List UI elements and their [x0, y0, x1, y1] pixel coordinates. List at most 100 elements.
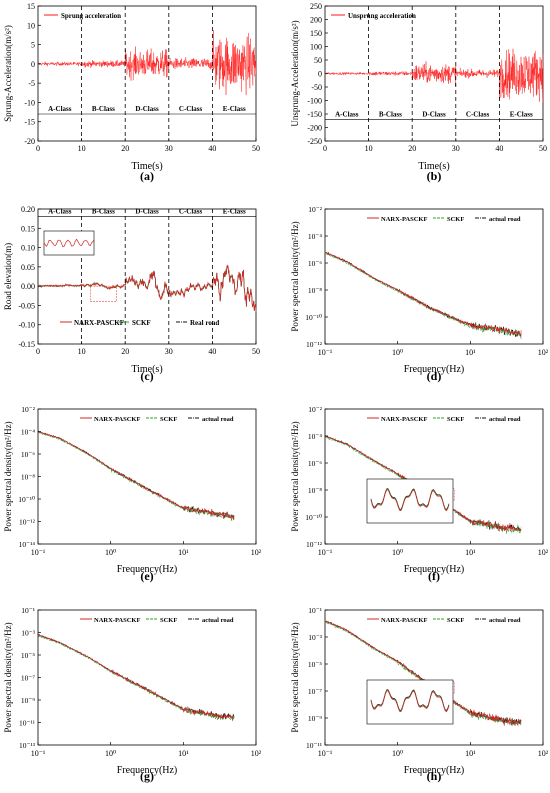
x-tick-label: 10² [538, 548, 549, 557]
y-tick-label: 10⁻⁹ [21, 696, 35, 705]
y-tick-label: 0.15 [21, 224, 35, 233]
plot-frame [37, 408, 257, 545]
legend-label-actual-road: actual road [489, 617, 521, 624]
class-label: C-Class [179, 208, 203, 216]
x-tick-label: 40 [208, 347, 216, 356]
y-tick-label: -250 [307, 137, 322, 146]
y-tick-label: -100 [307, 97, 322, 106]
y-tick-label: 10⁻² [21, 405, 35, 414]
y-tick-label: 10⁻⁷ [21, 674, 35, 683]
x-tick-label: 30 [165, 347, 173, 356]
y-tick-label: -0.10 [18, 321, 35, 330]
legend-label-narx-pasckf: NARX-PASCKF [94, 617, 140, 624]
legend-label-actual-road: actual road [489, 416, 521, 423]
legend-label-sckf: SCKF [160, 416, 177, 423]
y-tick-label: 10⁻³ [21, 629, 35, 638]
acceleration-series-line [37, 30, 257, 96]
class-label: A-Class [48, 208, 72, 216]
legend-label-sckf: SCKF [160, 617, 177, 624]
y-tick-label: 10 [27, 21, 35, 30]
class-label: A-Class [335, 110, 359, 118]
x-tick-label: 10¹ [465, 548, 476, 557]
x-tick-label: 10⁻¹ [318, 749, 333, 758]
panel-tag: (e) [140, 569, 153, 583]
class-label: E-Class [223, 105, 246, 113]
y-axis-label: Unsprung-Acceleration(m/s²) [290, 20, 300, 126]
x-tick-label: 10⁰ [392, 548, 403, 557]
y-tick-label: 5 [31, 41, 35, 50]
panel-tag: (g) [140, 769, 154, 783]
zoom-box [90, 285, 117, 302]
actual-road-line [37, 431, 235, 520]
y-tick-label: 10⁻¹³ [19, 741, 36, 750]
x-tick-label: 10⁻¹ [318, 348, 333, 357]
sckf-line [37, 432, 235, 522]
x-tick-label: 10¹ [178, 548, 189, 557]
y-tick-label: 10⁻⁴ [308, 232, 322, 241]
inset-line [43, 238, 95, 248]
chart-panel-b: Time(s) Unsprung-Acceleration(m/s²) (b) A-C… [290, 2, 547, 183]
y-tick-label: 10⁻¹² [306, 340, 323, 349]
x-axis-label: Frequency(Hz) [117, 564, 178, 575]
inset-frame [366, 478, 454, 524]
y-tick-label: -15 [24, 118, 35, 127]
y-tick-label: 10⁻⁴ [308, 432, 322, 441]
narx-pasckf-line [37, 430, 235, 521]
y-tick-label: 10⁻² [308, 405, 322, 414]
legend-label-sckf: SCKF [447, 216, 464, 223]
x-tick-label: 10⁻¹ [31, 749, 46, 758]
chart-panel-a: Time(s) Sprung-Acceleration(m/s²) (a) A-Cla… [3, 2, 260, 183]
legend-label-narx-pasckf: NARX-PASCKF [74, 319, 124, 327]
y-tick-label: 10⁻¹⁰ [305, 313, 322, 322]
class-label: B-Class [92, 208, 115, 216]
y-axis-label: Road elevation(m) [3, 243, 13, 310]
narx-pasckf-line [37, 264, 257, 313]
legend-label-narx-pasckf: NARX-PASCKF [381, 216, 427, 223]
y-tick-label: 0.20 [21, 205, 35, 214]
panel-tag: (f) [428, 569, 440, 583]
y-tick-label: 150 [310, 29, 322, 38]
y-tick-label: -0.15 [18, 340, 35, 349]
acceleration-series-line [324, 48, 544, 103]
y-axis-label: Power spectral density(m²/Hz) [290, 622, 300, 732]
chart-panel-e: Frequency(Hz) Power spectral density(m²/H… [3, 405, 262, 583]
x-tick-label: 50 [539, 144, 547, 153]
x-tick-label: 10 [78, 144, 86, 153]
x-tick-label: 10 [365, 144, 373, 153]
y-axis-label: Power spectral density(m²/Hz) [290, 421, 300, 531]
x-tick-label: 10⁻¹ [318, 548, 333, 557]
panel-tag: (a) [140, 169, 154, 183]
y-tick-label: -200 [307, 124, 322, 133]
x-tick-label: 10² [251, 749, 262, 758]
x-tick-label: 20 [121, 347, 129, 356]
y-axis-label: Sprung-Acceleration(m/s²) [3, 25, 13, 122]
y-tick-label: 10⁻⁴ [21, 428, 35, 437]
class-label: B-Class [92, 105, 115, 113]
chart-panel-d: Frequency(Hz) Power spectral density(m²/H… [290, 205, 549, 383]
y-tick-label: 100 [310, 43, 322, 52]
y-tick-label: 10⁻⁶ [308, 259, 322, 268]
legend-label-actual-road: actual road [489, 216, 521, 223]
panel-tag: (d) [427, 369, 442, 383]
x-axis-label: Frequency(Hz) [404, 765, 465, 776]
class-label: D-Class [422, 110, 446, 118]
x-tick-label: 10² [251, 548, 262, 557]
inset-line [370, 690, 450, 713]
y-tick-label: 10⁻¹² [19, 518, 36, 527]
y-tick-label: 15 [27, 2, 35, 11]
x-tick-label: 50 [252, 347, 260, 356]
y-tick-label: -50 [311, 83, 322, 92]
x-axis-label: Time(s) [131, 364, 162, 375]
y-tick-label: 10⁻² [308, 205, 322, 214]
class-label: D-Class [135, 208, 159, 216]
y-tick-label: 10⁻¹ [308, 606, 322, 615]
y-tick-label: -20 [24, 137, 35, 146]
y-tick-label: 250 [310, 2, 322, 11]
y-tick-label: 200 [310, 16, 322, 25]
x-tick-label: 10⁰ [392, 749, 403, 758]
y-tick-label: 10⁻¹⁰ [305, 513, 322, 522]
y-tick-label: 0.05 [21, 263, 35, 272]
chart-panel-g: Frequency(Hz) Power spectral density(m²/H… [3, 606, 262, 783]
y-axis-label: Power spectral density(m²/Hz) [3, 421, 13, 531]
